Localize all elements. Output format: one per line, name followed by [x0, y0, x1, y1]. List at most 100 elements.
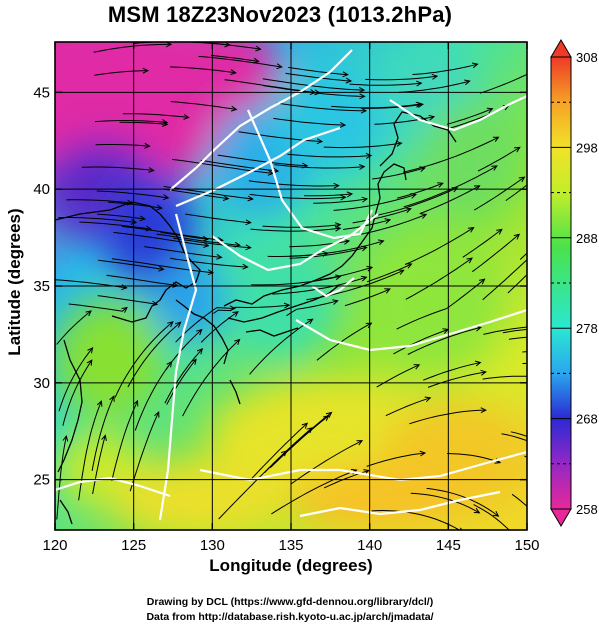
- streamline-arrowhead: [232, 311, 239, 317]
- streamline: [170, 101, 237, 110]
- streamline-arrowhead: [109, 395, 115, 402]
- streamline: [273, 117, 346, 126]
- x-tick-label: 125: [121, 537, 146, 554]
- streamline: [419, 185, 480, 215]
- x-tick-label: 145: [436, 537, 461, 554]
- streamline: [507, 273, 527, 294]
- streamline-arrowhead: [190, 358, 197, 365]
- streamline: [313, 198, 368, 204]
- streamline-arrowhead: [345, 77, 353, 84]
- streamline-arrowhead: [322, 415, 330, 422]
- streamline: [349, 82, 422, 86]
- streamline: [289, 246, 367, 259]
- streamline-arrowhead: [377, 239, 385, 246]
- streamline-arrowhead: [196, 348, 204, 355]
- streamline-arrowhead: [518, 176, 526, 183]
- streamline: [365, 75, 438, 81]
- streamline: [483, 326, 527, 335]
- streamline: [508, 336, 527, 340]
- streamline-arrowhead: [398, 269, 405, 275]
- streamline-arrowhead: [415, 101, 423, 108]
- streamline-arrowhead: [464, 79, 471, 86]
- colorbar-label: 308: [576, 50, 598, 65]
- streamline: [502, 328, 527, 334]
- streamline-arrowhead: [306, 427, 313, 434]
- streamline: [473, 504, 510, 530]
- streamline-arrowhead: [276, 63, 283, 70]
- streamline-arrowhead: [480, 369, 487, 376]
- streamline-arrowhead: [467, 226, 475, 233]
- streamline-arrowhead: [335, 274, 342, 281]
- streamline: [251, 275, 341, 286]
- y-tick-label: 25: [33, 472, 50, 489]
- streamline-arrowhead: [431, 73, 439, 80]
- streamline: [97, 295, 158, 305]
- streamline: [288, 66, 348, 76]
- streamline: [462, 229, 503, 258]
- streamline: [94, 70, 148, 76]
- streamline-arrowhead: [361, 245, 368, 252]
- x-axis-ticks: 120 125 130 135 140 145 150: [42, 42, 540, 554]
- streamline: [404, 227, 474, 266]
- streamline: [316, 322, 372, 361]
- streamline: [409, 409, 486, 425]
- streamline: [251, 422, 308, 479]
- streamline-arrowhead: [245, 219, 252, 226]
- y-tick-label: 30: [33, 375, 50, 392]
- streamline: [344, 288, 391, 307]
- streamline: [482, 259, 527, 301]
- streamline: [423, 362, 481, 381]
- temperature-field: [55, 42, 576, 530]
- streamline: [170, 257, 248, 268]
- x-tick-label: 150: [514, 537, 539, 554]
- streamline-arrowhead: [420, 213, 428, 219]
- streamline: [58, 217, 137, 223]
- streamline: [169, 66, 236, 74]
- streamline: [371, 509, 461, 530]
- streamline: [66, 199, 133, 204]
- streamline-arrowhead: [480, 407, 487, 414]
- streamline: [447, 453, 501, 464]
- streamline: [162, 188, 229, 200]
- streamline-arrowhead: [247, 195, 254, 202]
- credit-drawing: Drawing by DCL (https://www.gfd-dennou.o…: [146, 596, 434, 608]
- streamline: [402, 136, 499, 173]
- streamline: [210, 54, 259, 62]
- x-tick-label: 120: [42, 537, 67, 554]
- streamline-arrowhead: [202, 235, 209, 242]
- lat-lon-grid: [55, 42, 527, 530]
- streamline: [410, 492, 480, 514]
- streamline: [95, 120, 168, 123]
- streamline-arrowhead: [360, 275, 368, 282]
- y-tick-label: 40: [33, 181, 50, 198]
- streamline: [393, 328, 449, 355]
- credit-data-source: Data from http://database.rish.kyoto-u.a…: [146, 611, 434, 623]
- streamline: [58, 347, 93, 412]
- streamline-arrowhead: [419, 450, 427, 457]
- colorbar-ticks: 308 298 288 278 268 258: [551, 50, 598, 517]
- streamline: [129, 411, 160, 492]
- streamline: [111, 258, 214, 274]
- streamline: [217, 154, 308, 167]
- x-tick-label: 140: [357, 537, 382, 554]
- streamline-arrowhead: [222, 195, 230, 201]
- streamline: [106, 274, 178, 287]
- streamline-arrowhead: [255, 45, 262, 52]
- streamline-arrowhead: [571, 365, 576, 370]
- streamline-arrowhead: [230, 69, 237, 76]
- streamline-arrowhead: [175, 321, 182, 328]
- streamline-arrowhead: [139, 215, 147, 222]
- streamline: [274, 164, 365, 169]
- streamline-arrowhead: [203, 242, 210, 248]
- streamline-arrowhead: [156, 204, 163, 211]
- streamline-arrowhead: [359, 93, 366, 100]
- streamline: [92, 435, 106, 495]
- streamline-arrowhead: [358, 86, 366, 93]
- streamline-arrowhead: [161, 119, 169, 125]
- streamline-arrowhead: [96, 400, 103, 407]
- streamline: [511, 493, 527, 508]
- streamline-arrowhead: [384, 218, 392, 224]
- streamline-arrowhead: [85, 310, 92, 317]
- streamline: [479, 73, 527, 94]
- streamline: [224, 79, 320, 94]
